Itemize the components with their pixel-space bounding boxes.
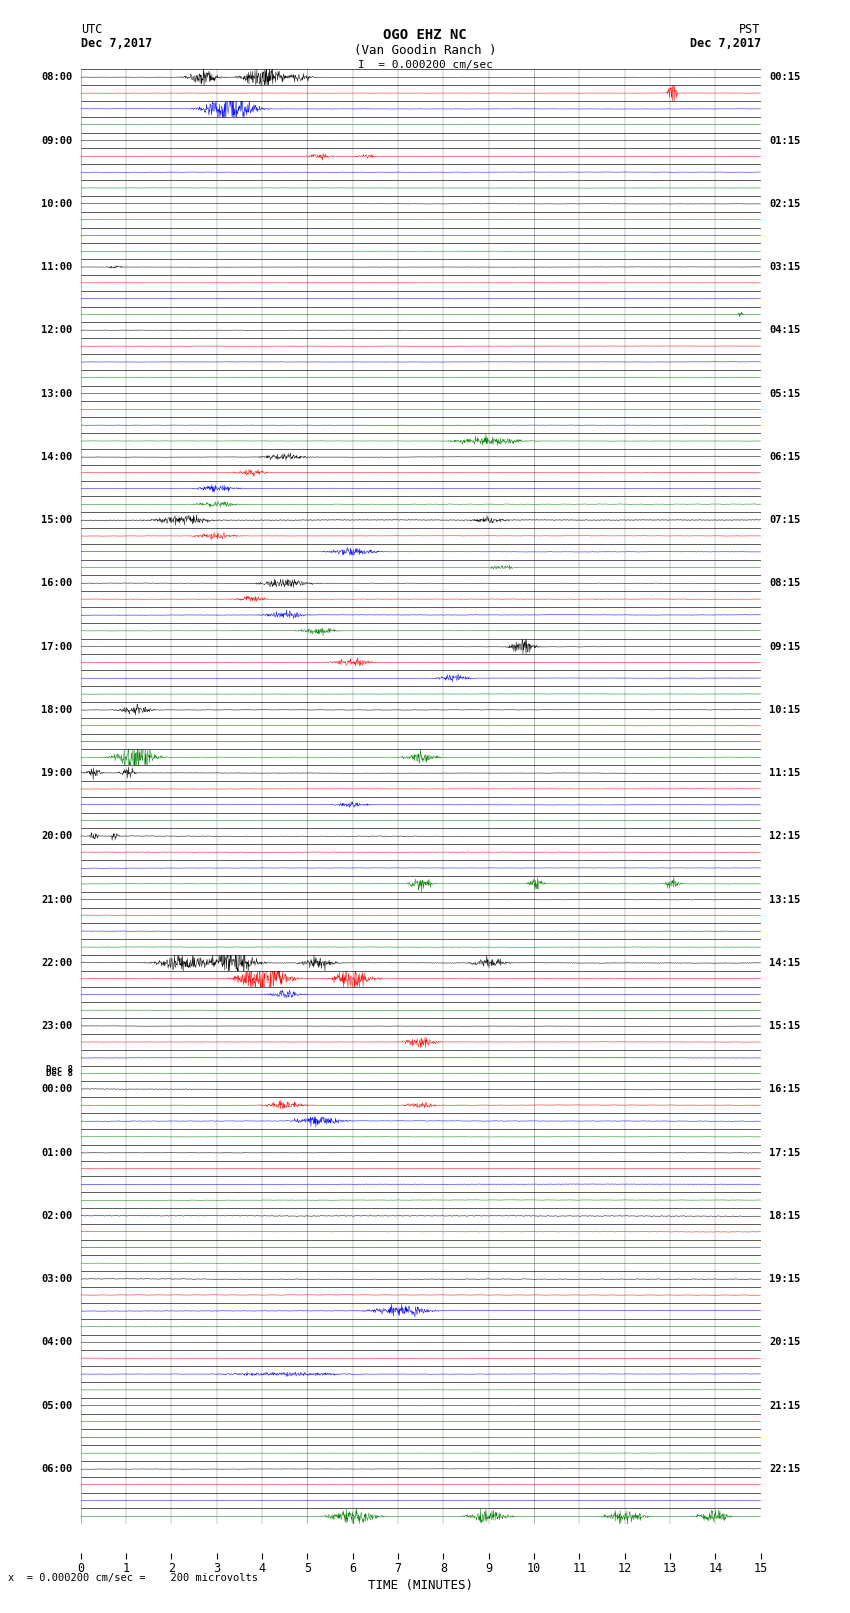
Text: 20:00: 20:00 [42,831,72,842]
Text: 01:15: 01:15 [769,135,800,145]
Text: 04:15: 04:15 [769,326,800,336]
Text: 12:00: 12:00 [42,326,72,336]
Text: 21:00: 21:00 [42,895,72,905]
Text: OGO EHZ NC: OGO EHZ NC [383,27,467,42]
Text: Dec 7,2017: Dec 7,2017 [81,37,152,50]
Text: (Van Goodin Ranch ): (Van Goodin Ranch ) [354,44,496,56]
Text: 16:00: 16:00 [42,579,72,589]
Text: 06:15: 06:15 [769,452,800,461]
Text: 05:00: 05:00 [42,1400,72,1411]
Text: 00:00: 00:00 [42,1084,72,1094]
Text: 13:15: 13:15 [769,895,800,905]
Text: 13:00: 13:00 [42,389,72,398]
Text: 19:15: 19:15 [769,1274,800,1284]
Text: Dec 7,2017: Dec 7,2017 [689,37,761,50]
Text: 18:15: 18:15 [769,1211,800,1221]
Text: 12:15: 12:15 [769,831,800,842]
Text: 20:15: 20:15 [769,1337,800,1347]
Text: 01:00: 01:00 [42,1147,72,1158]
Text: 19:00: 19:00 [42,768,72,777]
Text: Dec 8: Dec 8 [46,1069,72,1077]
Text: 15:00: 15:00 [42,515,72,526]
Text: 14:00: 14:00 [42,452,72,461]
Text: PST: PST [740,23,761,35]
Text: 11:15: 11:15 [769,768,800,777]
Text: 17:00: 17:00 [42,642,72,652]
Text: 08:15: 08:15 [769,579,800,589]
X-axis label: TIME (MINUTES): TIME (MINUTES) [368,1579,473,1592]
Text: x  = 0.000200 cm/sec =    200 microvolts: x = 0.000200 cm/sec = 200 microvolts [8,1573,258,1582]
Text: 05:15: 05:15 [769,389,800,398]
Text: 22:15: 22:15 [769,1465,800,1474]
Text: 17:15: 17:15 [769,1147,800,1158]
Text: 04:00: 04:00 [42,1337,72,1347]
Text: 14:15: 14:15 [769,958,800,968]
Text: 16:15: 16:15 [769,1084,800,1094]
Text: 06:00: 06:00 [42,1465,72,1474]
Text: I  = 0.000200 cm/sec: I = 0.000200 cm/sec [358,60,492,69]
Text: 03:15: 03:15 [769,261,800,273]
Text: 22:00: 22:00 [42,958,72,968]
Text: 00:15: 00:15 [769,73,800,82]
Text: 10:15: 10:15 [769,705,800,715]
Text: Dec 8: Dec 8 [46,1065,72,1074]
Text: 21:15: 21:15 [769,1400,800,1411]
Text: 09:00: 09:00 [42,135,72,145]
Text: UTC: UTC [81,23,102,35]
Text: 02:00: 02:00 [42,1211,72,1221]
Text: 08:00: 08:00 [42,73,72,82]
Text: 02:15: 02:15 [769,198,800,208]
Text: 10:00: 10:00 [42,198,72,208]
Text: 18:00: 18:00 [42,705,72,715]
Text: 03:00: 03:00 [42,1274,72,1284]
Text: 23:00: 23:00 [42,1021,72,1031]
Text: 15:15: 15:15 [769,1021,800,1031]
Text: 11:00: 11:00 [42,261,72,273]
Text: 07:15: 07:15 [769,515,800,526]
Text: 09:15: 09:15 [769,642,800,652]
